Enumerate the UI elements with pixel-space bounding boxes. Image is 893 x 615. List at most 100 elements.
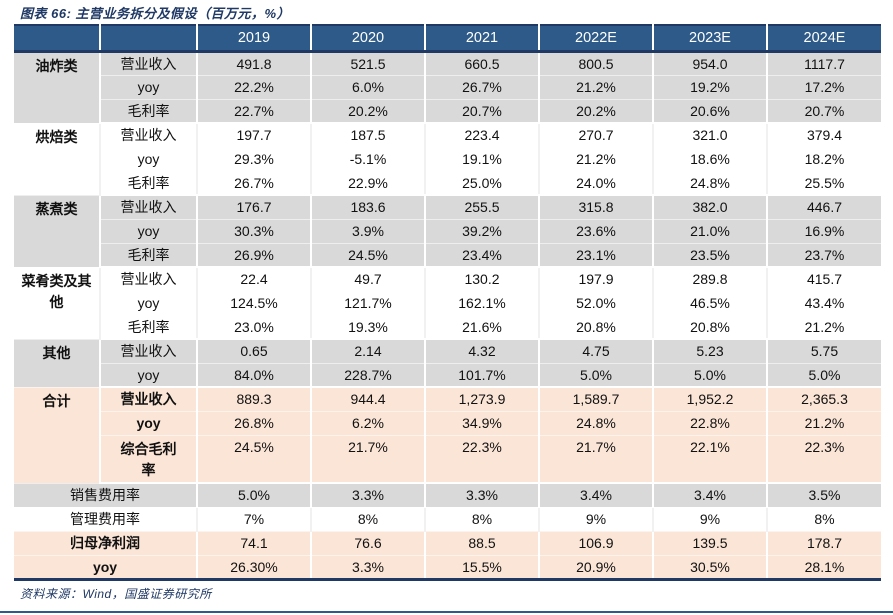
value-cell: 20.2%: [539, 99, 654, 124]
value-cell: 415.7: [767, 267, 881, 292]
value-cell: 26.9%: [197, 243, 312, 268]
value-cell: 0.65: [197, 339, 312, 364]
table-row: yoy 22.2% 6.0% 26.7% 21.2% 19.2% 17.2%: [14, 75, 881, 100]
value-cell: 49.7: [311, 267, 426, 292]
table-row: 其他 营业收入 0.65 2.14 4.32 4.75 5.23 5.75: [14, 339, 881, 388]
value-cell: 20.9%: [539, 555, 654, 581]
value-cell: 22.2%: [197, 75, 312, 100]
metric-cell: yoy: [100, 363, 198, 388]
metric-label: 营业收入: [120, 199, 177, 216]
value-cell: 22.3%: [425, 435, 540, 484]
value-cell: 22.8%: [653, 411, 768, 436]
value-cell: 16.9%: [767, 219, 881, 244]
value-cell: 52.0%: [539, 291, 654, 316]
value-cell: 34.9%: [425, 411, 540, 436]
value-cell: 26.7%: [425, 75, 540, 100]
value-cell: 24.5%: [311, 243, 426, 268]
value-cell: 9%: [539, 507, 654, 532]
summary-row: 销售费用率 5.0% 3.3% 3.3% 3.4% 3.4% 3.5%: [14, 483, 881, 508]
metric-cell: 毛利率: [100, 171, 198, 196]
metric-label: 毛利率: [127, 102, 170, 119]
metric-cell: yoy: [100, 147, 198, 172]
value-cell: 23.1%: [539, 243, 654, 268]
value-cell: 944.4: [311, 387, 426, 412]
metric-label: 毛利率: [127, 246, 170, 263]
value-cell: 19.3%: [311, 315, 426, 340]
table-row: 毛利率 26.9% 24.5% 23.4% 23.1% 23.5% 23.7%: [14, 243, 881, 268]
header-year-cell: 2022E: [539, 24, 654, 53]
value-cell: 26.8%: [197, 411, 312, 436]
value-cell: 39.2%: [425, 219, 540, 244]
value-cell: 25.5%: [767, 171, 881, 196]
value-cell: 7%: [197, 507, 312, 532]
value-cell: 20.8%: [539, 315, 654, 340]
metric-cell: 毛利率: [100, 243, 198, 268]
value-cell: 21.2%: [539, 147, 654, 172]
value-cell: 379.4: [767, 123, 881, 148]
value-cell: 5.0%: [539, 363, 654, 388]
value-cell: 255.5: [425, 195, 540, 220]
value-cell: 28.1%: [767, 555, 881, 581]
value-cell: 1117.7: [767, 51, 881, 76]
value-cell: 121.7%: [311, 291, 426, 316]
table-row: yoy 30.3% 3.9% 39.2% 23.6% 21.0% 16.9%: [14, 219, 881, 244]
figure-title: 图表 66: 主营业务拆分及假设（百万元，%）: [20, 6, 291, 21]
value-cell: 321.0: [653, 123, 768, 148]
header-year-cell: 2020: [311, 24, 426, 53]
category-cell: 菜肴类及其他: [14, 267, 101, 340]
metric-label: yoy: [136, 415, 161, 431]
value-cell: 25.0%: [425, 171, 540, 196]
bottom-divider: [0, 611, 893, 613]
table-row: 烘焙类 营业收入 197.7 187.5 223.4 270.7 321.0 379.4: [14, 123, 881, 196]
value-cell: 22.3%: [767, 435, 881, 484]
financial-table: 2019 2020 2021 2022E 2023E 2024E 油炸类 营业收入 491.8…: [14, 24, 881, 581]
value-cell: 2.14: [311, 339, 426, 364]
value-cell: 382.0: [653, 195, 768, 220]
table-row: 菜肴类及其他 营业收入 22.4 49.7 130.2 197.9 289.8 415.7: [14, 267, 881, 340]
value-cell: 21.2%: [767, 315, 881, 340]
value-cell: 26.7%: [197, 171, 312, 196]
category-cell: 其他: [14, 339, 101, 388]
value-cell: 21.7%: [311, 435, 426, 484]
metric-cell: 营业收入: [100, 339, 198, 364]
value-cell: 24.5%: [197, 435, 312, 484]
value-cell: 183.6: [311, 195, 426, 220]
table-row: yoy 124.5% 121.7% 162.1% 52.0% 46.5% 43.4%: [14, 291, 881, 316]
metric-label: yoy: [137, 151, 160, 167]
value-cell: 6.2%: [311, 411, 426, 436]
value-cell: 4.75: [539, 339, 654, 364]
value-cell: 187.5: [311, 123, 426, 148]
summary-row: 管理费用率 7% 8% 8% 9% 9% 8%: [14, 507, 881, 532]
value-cell: 84.0%: [197, 363, 312, 388]
value-cell: 139.5: [653, 531, 768, 556]
value-cell: 3.3%: [311, 483, 426, 508]
table-header-row: 2019 2020 2021 2022E 2023E 2024E: [14, 24, 881, 53]
value-cell: 17.2%: [767, 75, 881, 100]
value-cell: 889.3: [197, 387, 312, 412]
value-cell: 22.4: [197, 267, 312, 292]
value-cell: 23.5%: [653, 243, 768, 268]
value-cell: 5.0%: [767, 363, 881, 388]
category-cell: 蒸煮类: [14, 195, 101, 268]
value-cell: 30.3%: [197, 219, 312, 244]
metric-cell: 营业收入: [100, 51, 198, 76]
value-cell: 5.0%: [653, 363, 768, 388]
value-cell: 20.6%: [653, 99, 768, 124]
value-cell: 446.7: [767, 195, 881, 220]
summary-row: yoy 26.30% 3.3% 15.5% 20.9% 30.5% 28.1%: [14, 555, 881, 581]
value-cell: 19.2%: [653, 75, 768, 100]
metric-label: 营业收入: [120, 391, 177, 408]
value-cell: 23.0%: [197, 315, 312, 340]
value-cell: 8%: [311, 507, 426, 532]
metric-cell: 营业收入: [100, 267, 198, 292]
value-cell: 660.5: [425, 51, 540, 76]
value-cell: 20.7%: [425, 99, 540, 124]
category-cell: 油炸类: [14, 51, 101, 124]
value-cell: 24.0%: [539, 171, 654, 196]
metric-cell: 营业收入: [100, 387, 198, 412]
value-cell: 9%: [653, 507, 768, 532]
table-row: 毛利率 23.0% 19.3% 21.6% 20.8% 20.8% 21.2%: [14, 315, 881, 340]
summary-label-cell: yoy: [14, 555, 198, 581]
metric-cell: yoy: [100, 291, 198, 316]
